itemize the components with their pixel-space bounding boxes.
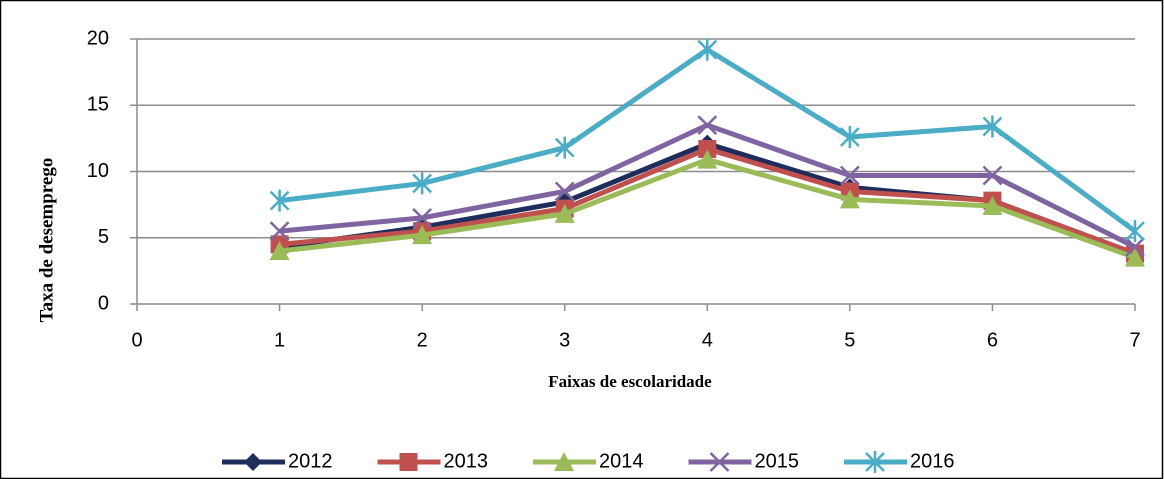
marker xyxy=(1125,247,1145,267)
marker xyxy=(697,115,718,136)
marker xyxy=(554,136,575,159)
y-tick-label: 10 xyxy=(87,160,109,182)
x-tick-label: 1 xyxy=(274,329,285,351)
marker xyxy=(839,165,860,186)
legend-marker xyxy=(865,451,885,473)
legend-marker xyxy=(244,453,262,471)
marker xyxy=(412,225,433,245)
marker xyxy=(697,38,718,61)
marker xyxy=(982,195,1003,215)
marker xyxy=(982,115,1003,138)
y-axis-title: Taxa de desemprego xyxy=(36,158,57,323)
marker xyxy=(554,181,575,202)
legend-label: 2014 xyxy=(599,450,644,472)
legend-marker xyxy=(399,453,418,471)
x-tick-label: 6 xyxy=(987,329,998,351)
x-tick-label: 0 xyxy=(131,329,142,351)
legend-label: 2016 xyxy=(910,450,955,472)
legend-label: 2012 xyxy=(288,450,333,472)
x-axis-title: Faixas de escolaridade xyxy=(548,372,712,391)
x-tick-label: 4 xyxy=(702,329,713,351)
marker xyxy=(839,189,860,209)
marker xyxy=(839,126,860,149)
marker xyxy=(269,189,290,212)
marker xyxy=(269,241,290,260)
x-tick-label: 5 xyxy=(844,329,855,351)
marker xyxy=(1125,220,1145,243)
series-line xyxy=(279,157,1136,260)
legend-label: 2015 xyxy=(755,450,800,472)
marker xyxy=(412,207,433,228)
marker xyxy=(269,221,290,242)
marker xyxy=(1125,237,1145,257)
marker xyxy=(412,172,433,195)
x-tick-label: 7 xyxy=(1129,329,1140,351)
legend-marker xyxy=(709,452,730,472)
y-tick-label: 20 xyxy=(87,27,109,49)
legend-marker xyxy=(554,452,574,471)
marker xyxy=(554,203,575,223)
x-tick-label: 2 xyxy=(417,329,428,351)
x-tick-label: 3 xyxy=(559,329,570,351)
y-tick-label: 15 xyxy=(87,94,109,116)
legend-label: 2013 xyxy=(444,450,489,472)
marker xyxy=(698,139,717,158)
y-tick-label: 0 xyxy=(98,292,109,314)
marker xyxy=(982,165,1003,186)
y-tick-label: 5 xyxy=(98,226,109,248)
marker xyxy=(697,149,718,169)
